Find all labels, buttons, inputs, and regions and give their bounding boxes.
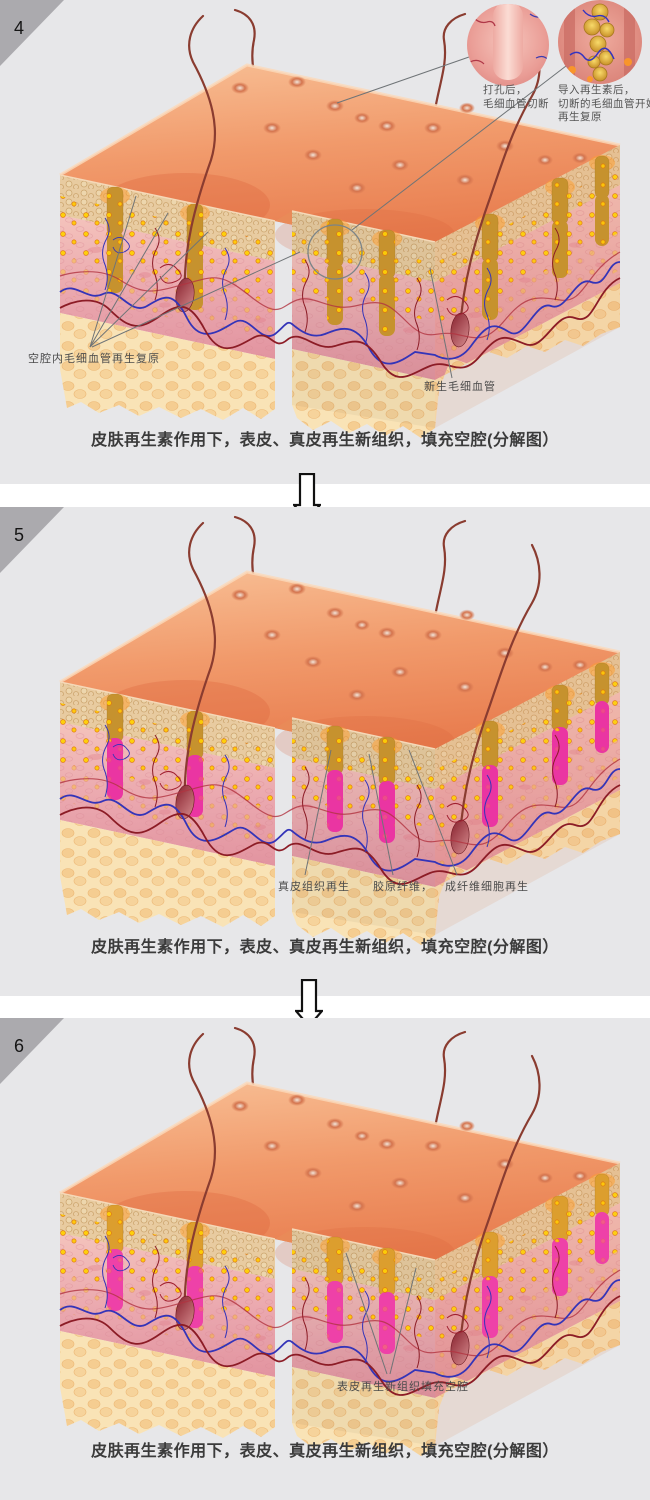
inset-label-1: 打孔后， 毛细血管切断 <box>483 84 549 110</box>
callout-lines <box>345 1252 417 1375</box>
callout-collagen-fiber: 胶原纤维， <box>373 881 433 893</box>
callout-new-capillary: 新生毛细血管 <box>424 381 496 393</box>
panel-step-5: 5 真皮组织再生 胶原纤维， 成纤维细胞再生 皮肤再生素作用下，表皮、真皮再生新… <box>0 507 650 996</box>
panel-number: 4 <box>14 18 25 38</box>
callout-lines <box>89 56 567 379</box>
annotation-overlay <box>345 1252 417 1375</box>
panel-step-4: 4 <box>0 0 650 484</box>
panel-number-triangle <box>0 0 64 66</box>
panel-number-triangle <box>0 507 64 573</box>
callout-lines <box>304 749 458 876</box>
punched-channel-closeup <box>467 4 549 86</box>
panel-number: 5 <box>14 525 25 545</box>
panel-caption: 皮肤再生素作用下，表皮、真皮再生新组织，填充空腔(分解图） <box>91 432 559 449</box>
panel-caption: 皮肤再生素作用下，表皮、真皮再生新组织，填充空腔(分解图） <box>91 939 559 956</box>
panel-step-6: 6 表皮再生新组织填充空腔 皮肤再生素作用下，表皮、真皮再生新组织，填充空腔(分… <box>0 1018 650 1500</box>
callout-capillary-restore: 空腔内毛细血管再生复原 <box>28 353 160 365</box>
annotation-overlay <box>304 749 458 876</box>
callout-fibroblast-regeneration: 成纤维细胞再生 <box>445 881 529 893</box>
callout-epidermis-fill: 表皮再生新组织填充空腔 <box>337 1381 469 1393</box>
callout-dermis-regeneration: 真皮组织再生 <box>278 881 350 893</box>
annotation-overlay <box>89 0 642 379</box>
panel-number: 6 <box>14 1036 25 1056</box>
panel-number-triangle <box>0 1018 64 1084</box>
regenerating-capillary-closeup <box>558 0 642 84</box>
panel-caption: 皮肤再生素作用下，表皮、真皮再生新组织，填充空腔(分解图） <box>91 1443 559 1460</box>
inset-label-2: 导入再生素后， 切断的毛细血管开始 再生复原 <box>558 84 650 123</box>
channel-highlight-circle <box>307 224 363 280</box>
